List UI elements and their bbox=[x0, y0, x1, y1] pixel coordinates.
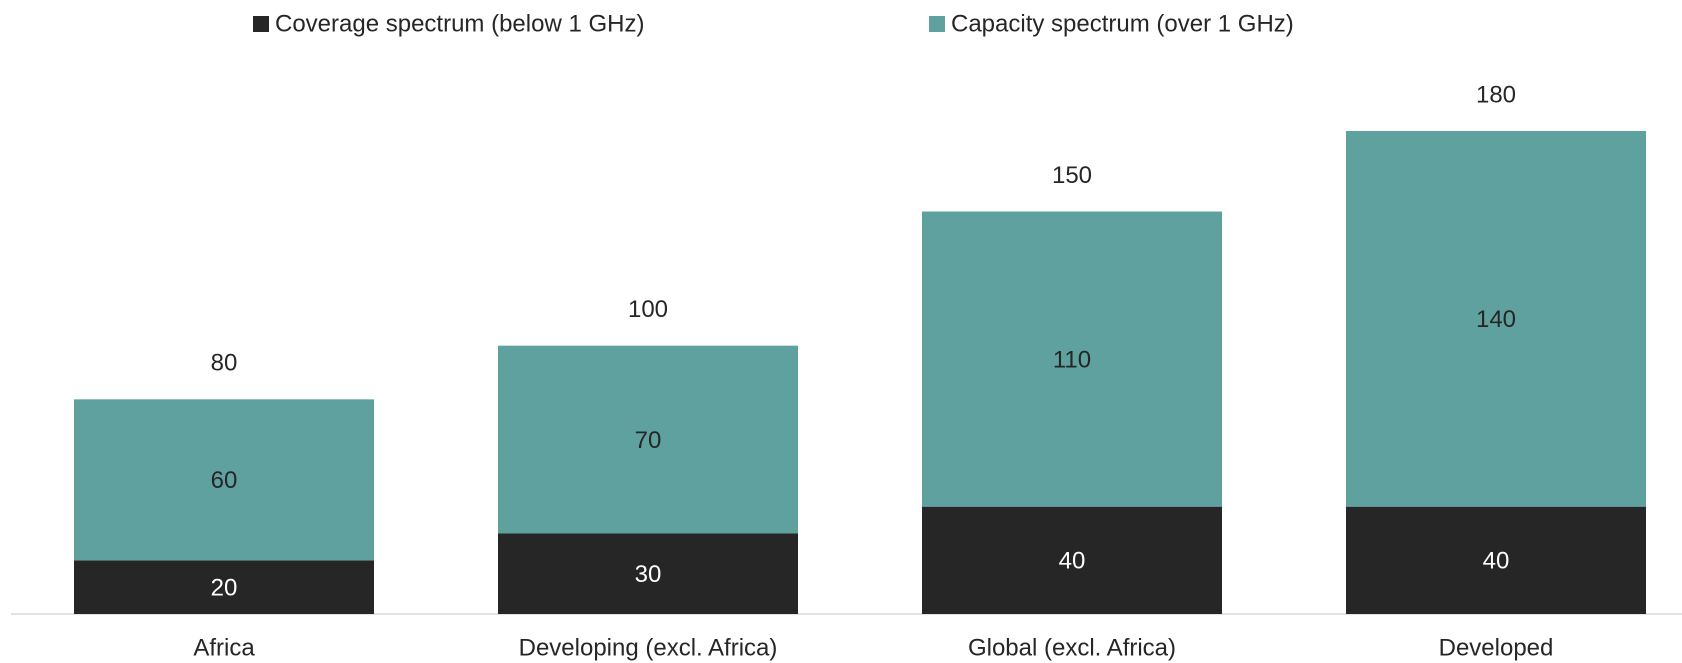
x-tick-label: Global (excl. Africa) bbox=[968, 634, 1176, 661]
bar-segment bbox=[1346, 131, 1646, 507]
legend-label: Coverage spectrum (below 1 GHz) bbox=[275, 10, 644, 37]
bar-segment bbox=[922, 506, 1222, 614]
legend-swatch bbox=[253, 16, 269, 32]
data-label: 110 bbox=[1053, 346, 1091, 373]
total-label: 180 bbox=[1476, 81, 1516, 108]
data-label: 40 bbox=[1059, 548, 1086, 575]
legend-label: Capacity spectrum (over 1 GHz) bbox=[951, 10, 1294, 37]
x-tick-label: Developing (excl. Africa) bbox=[519, 634, 778, 661]
bar-segment bbox=[74, 560, 374, 614]
data-label: 30 bbox=[635, 561, 662, 588]
bar-segment bbox=[498, 533, 798, 614]
total-label: 100 bbox=[628, 296, 668, 323]
total-label: 80 bbox=[211, 350, 238, 377]
data-label: 60 bbox=[211, 467, 238, 494]
x-tick-label: Developed bbox=[1439, 634, 1554, 661]
data-label: 70 bbox=[635, 427, 662, 454]
data-label: 20 bbox=[211, 575, 238, 602]
total-label: 150 bbox=[1052, 162, 1092, 189]
bar-segment bbox=[74, 399, 374, 561]
bar-segment bbox=[498, 345, 798, 534]
data-label: 140 bbox=[1476, 306, 1516, 333]
x-tick-label: Africa bbox=[193, 634, 255, 661]
bar-segment bbox=[922, 211, 1222, 507]
legend-swatch bbox=[929, 16, 945, 32]
data-label: 40 bbox=[1483, 548, 1510, 575]
bar-segment bbox=[1346, 506, 1646, 614]
